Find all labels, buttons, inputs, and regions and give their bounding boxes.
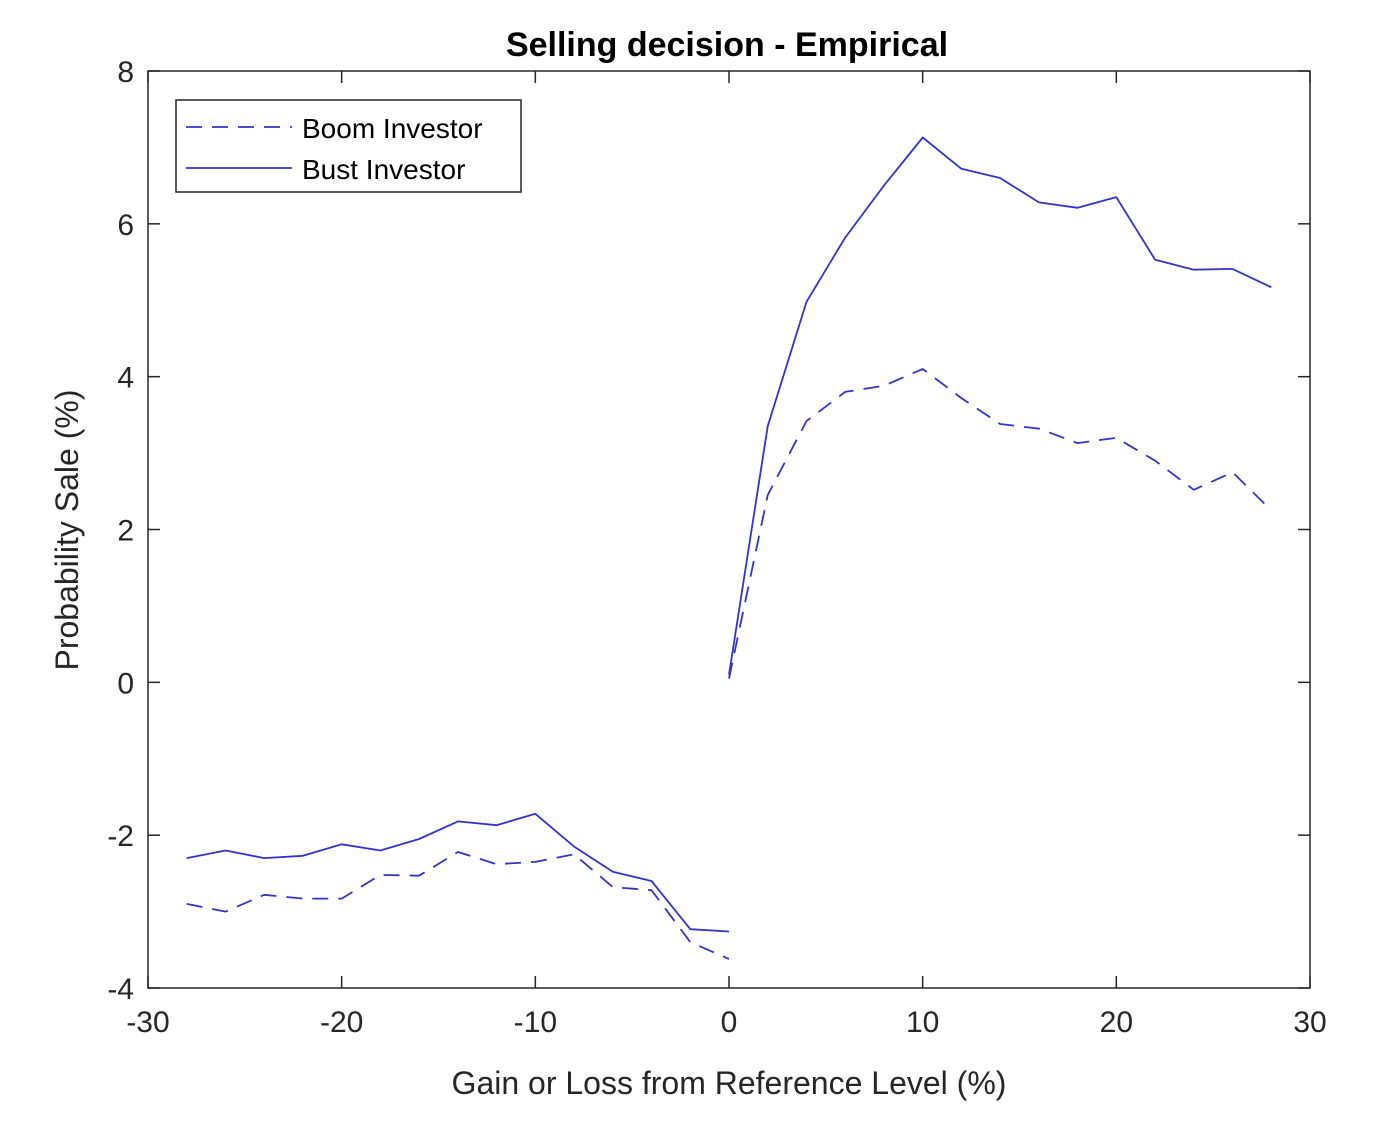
series-line-boom-investor-segment-1	[186, 851, 730, 960]
legend: Boom Investor Bust Investor	[175, 99, 522, 193]
y-tick-label: -2	[107, 820, 134, 853]
x-tick-label: 10	[906, 1006, 939, 1039]
x-tick-label: 20	[1100, 1006, 1133, 1039]
y-tick-label: 2	[117, 515, 134, 548]
y-tick-label: 8	[117, 56, 134, 89]
y-tick-label: 0	[117, 667, 134, 700]
chart-title: Selling decision - Empirical	[506, 26, 948, 64]
x-tick-label: -30	[126, 1006, 169, 1039]
y-axis-label: Probability Sale (%)	[49, 390, 85, 671]
series-line-boom-investor-segment-2	[728, 368, 1272, 679]
x-tick-label: 0	[721, 1006, 738, 1039]
legend-box	[175, 99, 522, 193]
series-line-bust-investor-segment-1	[186, 812, 730, 933]
y-tick-label: -4	[107, 973, 134, 1006]
y-tick-label: 4	[117, 362, 134, 395]
x-tick-label: 30	[1293, 1006, 1326, 1039]
series-layer	[186, 136, 1272, 960]
series-line-bust-investor-segment-2	[728, 136, 1272, 675]
x-tick-label: -20	[320, 1006, 363, 1039]
legend-label-bust-investor: Bust Investor	[302, 154, 465, 185]
y-tick-label: 6	[117, 209, 134, 242]
x-axis-label: Gain or Loss from Reference Level (%)	[452, 1065, 1007, 1101]
x-tick-label: -10	[514, 1006, 557, 1039]
legend-label-boom-investor: Boom Investor	[302, 113, 483, 144]
